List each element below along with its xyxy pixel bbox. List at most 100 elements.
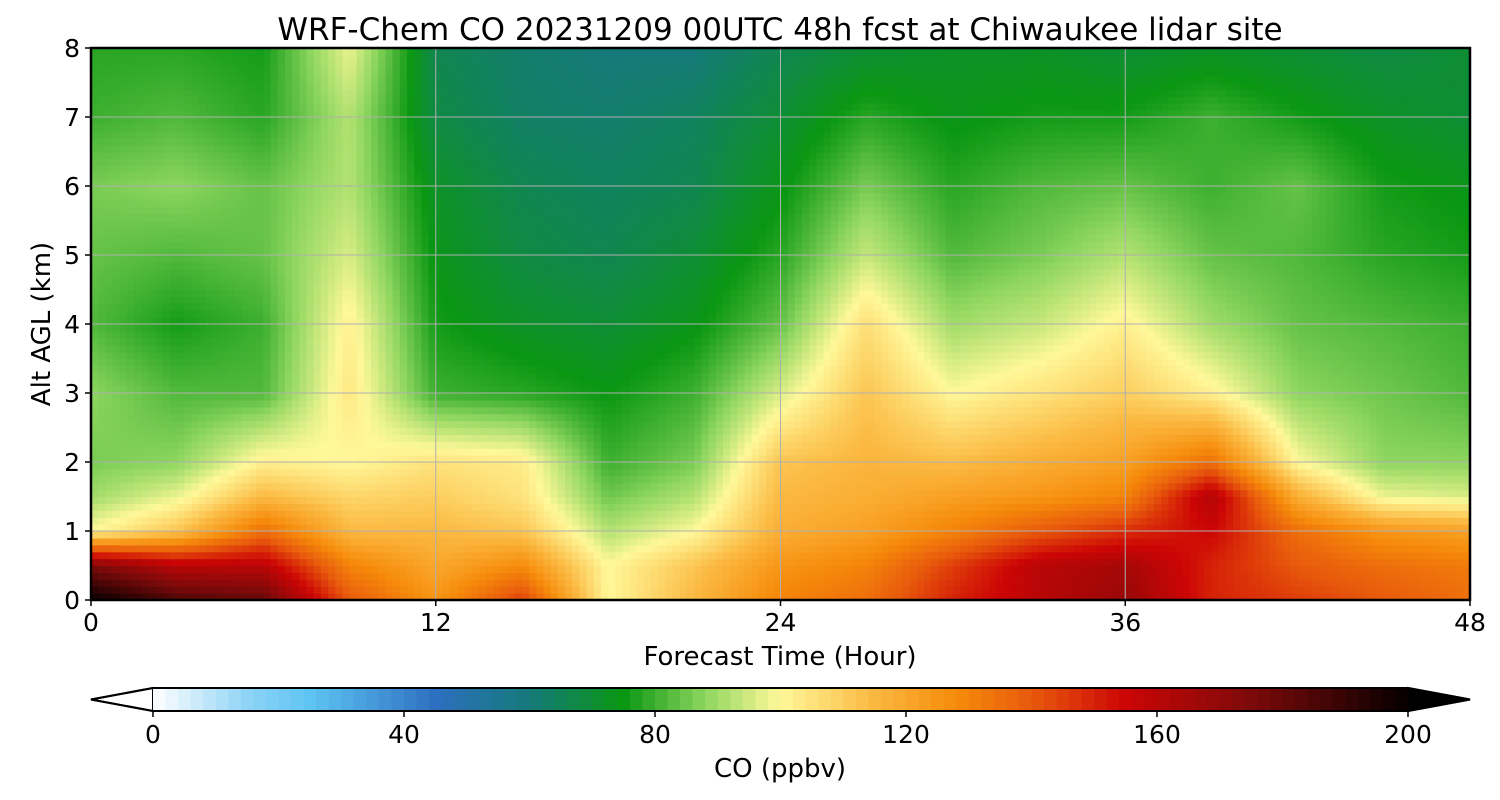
heatmap-cell bbox=[191, 151, 200, 159]
heatmap-cell bbox=[162, 241, 171, 249]
heatmap-cell bbox=[241, 572, 250, 580]
heatmap-cell bbox=[119, 358, 128, 366]
heatmap-cell bbox=[421, 199, 430, 208]
heatmap-cell bbox=[356, 337, 365, 346]
heatmap-cell bbox=[392, 510, 401, 518]
heatmap-cell bbox=[162, 330, 171, 339]
heatmap-cell bbox=[241, 255, 250, 263]
heatmap-cell bbox=[457, 289, 466, 297]
heatmap-cell bbox=[363, 358, 372, 366]
heatmap-cell bbox=[170, 413, 178, 422]
heatmap-cell bbox=[112, 289, 121, 297]
heatmap-cell bbox=[421, 137, 430, 146]
heatmap-cell bbox=[213, 365, 221, 373]
heatmap-cell bbox=[213, 268, 221, 277]
heatmap-cell bbox=[428, 289, 437, 297]
heatmap-cell bbox=[126, 179, 135, 187]
heatmap-cell bbox=[399, 330, 408, 339]
heatmap-cell bbox=[478, 517, 487, 525]
heatmap-cell bbox=[342, 61, 351, 70]
heatmap-cell bbox=[277, 82, 286, 90]
heatmap-cell bbox=[249, 241, 257, 249]
heatmap-cell bbox=[205, 117, 214, 125]
heatmap-cell bbox=[435, 268, 444, 277]
heatmap-cell bbox=[378, 220, 387, 228]
heatmap-cell bbox=[191, 468, 200, 477]
heatmap-cell bbox=[306, 261, 315, 270]
heatmap-cell bbox=[98, 248, 106, 256]
heatmap-cell bbox=[249, 572, 257, 580]
heatmap-cell bbox=[421, 586, 430, 594]
heatmap-cell bbox=[442, 517, 451, 525]
heatmap-cell bbox=[356, 151, 365, 159]
heatmap-cell bbox=[313, 275, 322, 284]
heatmap-cell bbox=[363, 330, 372, 339]
heatmap-cell bbox=[98, 406, 106, 415]
heatmap-cell bbox=[342, 317, 351, 325]
heatmap-cell bbox=[378, 351, 387, 360]
heatmap-cell bbox=[493, 144, 501, 153]
heatmap-cell bbox=[292, 261, 300, 270]
heatmap-cell bbox=[134, 317, 142, 325]
heatmap-cell bbox=[148, 275, 157, 284]
heatmap-cell bbox=[320, 393, 329, 401]
heatmap-cell bbox=[177, 151, 185, 159]
heatmap-cell bbox=[536, 551, 545, 560]
heatmap-cell bbox=[457, 137, 466, 146]
heatmap-cell bbox=[134, 82, 142, 90]
heatmap-cell bbox=[134, 241, 142, 249]
heatmap-cell bbox=[356, 103, 365, 111]
heatmap-cell bbox=[450, 379, 458, 387]
heatmap-cell bbox=[507, 489, 516, 498]
heatmap-cell bbox=[227, 75, 236, 84]
heatmap-cell bbox=[162, 427, 171, 435]
heatmap-cell bbox=[435, 386, 444, 394]
heatmap-cell bbox=[112, 324, 121, 332]
heatmap-cell bbox=[428, 110, 437, 118]
heatmap-cell bbox=[177, 358, 185, 366]
heatmap-cell bbox=[98, 103, 106, 111]
heatmap-cell bbox=[205, 317, 214, 325]
heatmap-cell bbox=[328, 517, 336, 525]
heatmap-cell bbox=[514, 137, 523, 146]
heatmap-cell bbox=[126, 137, 135, 146]
heatmap-cell bbox=[126, 593, 135, 601]
heatmap-cell bbox=[507, 310, 516, 318]
heatmap-cell bbox=[299, 448, 308, 456]
heatmap-cell bbox=[198, 337, 207, 346]
heatmap-cell bbox=[478, 268, 487, 277]
heatmap-cell bbox=[385, 268, 394, 277]
heatmap-cell bbox=[284, 379, 293, 387]
heatmap-cell bbox=[213, 220, 221, 228]
heatmap-cell bbox=[234, 531, 243, 539]
heatmap-cell bbox=[256, 365, 264, 373]
heatmap-cell bbox=[414, 551, 422, 560]
heatmap-cell bbox=[478, 255, 487, 263]
heatmap-cell bbox=[371, 158, 379, 166]
heatmap-cell bbox=[263, 82, 272, 90]
heatmap-cell bbox=[270, 48, 279, 56]
heatmap-cell bbox=[529, 61, 537, 70]
heatmap-cell bbox=[392, 268, 401, 277]
heatmap-cell bbox=[141, 54, 150, 63]
heatmap-cell bbox=[148, 379, 157, 387]
heatmap-cell bbox=[421, 544, 430, 553]
heatmap-cell bbox=[514, 234, 523, 242]
heatmap-cell bbox=[162, 123, 171, 132]
heatmap-cell bbox=[148, 455, 157, 463]
heatmap-cell bbox=[464, 572, 473, 580]
heatmap-cell bbox=[177, 462, 185, 470]
heatmap-cell bbox=[342, 117, 351, 125]
heatmap-cell bbox=[457, 186, 466, 194]
heatmap-cell bbox=[213, 289, 221, 297]
heatmap-cell bbox=[536, 455, 545, 463]
heatmap-cell bbox=[299, 462, 308, 470]
heatmap-cell bbox=[134, 531, 142, 539]
heatmap-cell bbox=[263, 110, 272, 118]
heatmap-cell bbox=[356, 579, 365, 587]
heatmap-cell bbox=[141, 593, 150, 601]
heatmap-cell bbox=[399, 337, 408, 346]
heatmap-cell bbox=[435, 551, 444, 560]
heatmap-cell bbox=[363, 441, 372, 449]
heatmap-cell bbox=[521, 524, 530, 532]
